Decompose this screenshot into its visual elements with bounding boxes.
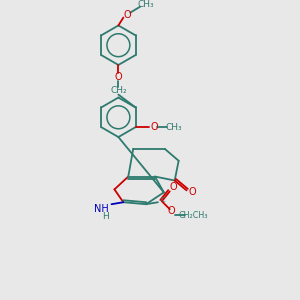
Text: H: H <box>102 212 109 220</box>
Text: O: O <box>115 72 122 82</box>
Text: O: O <box>124 10 131 20</box>
Text: O: O <box>170 182 178 192</box>
Text: CH₃: CH₃ <box>138 0 154 9</box>
Text: O: O <box>151 122 158 132</box>
Text: NH: NH <box>94 204 109 214</box>
Text: CH₃: CH₃ <box>166 123 182 132</box>
Text: O: O <box>189 188 196 197</box>
Text: O: O <box>168 206 176 216</box>
Text: CH₂CH₃: CH₂CH₃ <box>179 211 208 220</box>
Text: CH₂: CH₂ <box>110 86 127 95</box>
Text: C: C <box>160 197 165 203</box>
